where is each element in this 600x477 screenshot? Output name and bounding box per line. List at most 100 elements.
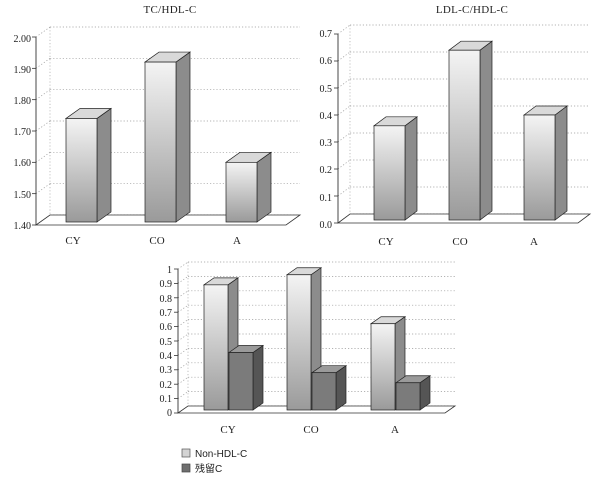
y-tick-label: 0.1 — [320, 193, 333, 204]
x-category-label: CO — [149, 235, 164, 247]
chart-tc-hdl: TC/HDL-C 1.40 1.50 1.60 1.70 1.80 1.90 2… — [14, 4, 302, 247]
bar-side-face — [404, 116, 418, 221]
chart-non-hdl-remnant: 0 0.1 0.2 0.3 0.4 0.5 0.6 0.7 0.8 0.9 1 … — [160, 261, 457, 475]
y-tick-label: 0.2 — [320, 165, 333, 176]
y-tick-label: 2.00 — [14, 34, 32, 45]
bar — [310, 365, 348, 411]
bar-side-face — [335, 365, 347, 411]
bar-front-face — [448, 49, 481, 221]
x-category-label: A — [233, 235, 241, 247]
chart-ldl-hdl: LDL-C/HDL-C 0.0 0.1 0.2 0.3 0.4 0.5 0.6 … — [320, 4, 592, 248]
y-tick-label: 0.3 — [320, 138, 333, 149]
chart-1-bars — [64, 51, 273, 223]
y-tick-label: 0.7 — [160, 308, 173, 319]
x-category-label: CY — [220, 424, 235, 436]
chart-3-bars — [202, 267, 432, 411]
legend-swatch-dark — [181, 463, 191, 473]
gridline-depth — [35, 58, 51, 69]
chart-1-y-axis: 1.40 1.50 1.60 1.70 1.80 1.90 2.00 — [14, 34, 37, 232]
bar — [143, 51, 192, 223]
y-tick-label: 0.6 — [320, 56, 333, 67]
x-category-label: CY — [378, 236, 393, 248]
gridline-depth — [337, 105, 351, 116]
gridline-depth — [177, 391, 189, 399]
bar-side-face — [175, 51, 191, 223]
bar — [369, 316, 407, 411]
y-tick-label: 0.5 — [320, 84, 333, 95]
bar-front-face — [373, 125, 406, 221]
gridline-depth — [177, 362, 189, 371]
legend-label: 残留C — [195, 462, 222, 475]
gridline-depth — [35, 26, 51, 38]
y-tick-label: 0.5 — [160, 337, 173, 348]
y-tick-label: 0.4 — [320, 111, 333, 122]
x-category-label: CY — [65, 235, 80, 247]
chart-1-title: TC/HDL-C — [143, 4, 196, 16]
y-tick-label: 1 — [167, 265, 172, 276]
y-tick-label: 0.4 — [160, 351, 173, 362]
bar — [394, 375, 432, 411]
chart-2-y-axis: 0.0 0.1 0.2 0.3 0.4 0.5 0.6 0.7 — [320, 29, 339, 231]
y-tick-label: 0 — [167, 408, 172, 419]
bar — [224, 151, 273, 223]
gridline-depth — [337, 24, 351, 35]
y-tick-label: 1.40 — [14, 221, 32, 232]
legend-item-non-hdl: Non-HDL-C — [181, 448, 247, 460]
gridline-depth — [337, 132, 351, 143]
bar-front-face — [225, 161, 258, 223]
gridline-depth — [35, 89, 51, 100]
x-category-label: CO — [452, 236, 467, 248]
y-tick-label: 0.6 — [160, 322, 173, 333]
bar-front-face — [65, 118, 98, 223]
gridline-depth — [337, 78, 351, 89]
gridline-depth — [177, 261, 189, 270]
x-category-label: CO — [303, 424, 318, 436]
bar-side-face — [479, 40, 493, 221]
bar-front-face — [203, 284, 229, 411]
y-tick-label: 1.60 — [14, 158, 32, 169]
legend-swatch-light — [181, 448, 191, 458]
legend: Non-HDL-C 残留C — [181, 448, 247, 475]
bar-side-face — [256, 151, 272, 223]
gridline-depth — [177, 376, 189, 385]
bar — [447, 40, 494, 221]
bar-front-face — [395, 382, 421, 411]
y-tick-label: 1.90 — [14, 65, 32, 76]
bar — [372, 116, 419, 221]
bar-side-face — [554, 105, 568, 221]
gridline-depth — [177, 304, 189, 313]
legend-item-remnant: 残留C — [181, 462, 222, 475]
y-tick-label: 0.0 — [320, 220, 333, 231]
chart-3-y-axis: 0 0.1 0.2 0.3 0.4 0.5 0.6 0.7 0.8 0.9 1 — [160, 265, 179, 419]
bar-front-face — [370, 323, 396, 411]
gridline-depth — [177, 348, 189, 356]
legend-label: Non-HDL-C — [195, 449, 247, 460]
y-tick-label: 0.3 — [160, 365, 173, 376]
y-tick-label: 0.9 — [160, 279, 173, 290]
bar-front-face — [228, 352, 254, 411]
gridline-depth — [177, 290, 189, 299]
bar-front-face — [286, 274, 312, 411]
bar — [227, 344, 265, 411]
gridline-depth — [35, 152, 51, 163]
gridline-depth — [177, 276, 189, 284]
y-tick-label: 1.50 — [14, 190, 32, 201]
bar-side-face — [96, 107, 112, 223]
bar — [64, 107, 113, 223]
gridline-depth — [35, 120, 51, 132]
gridline-depth — [337, 51, 351, 62]
y-tick-label: 1.70 — [14, 127, 32, 138]
x-category-label: A — [530, 236, 538, 248]
bar-front-face — [311, 372, 337, 411]
bar-front-face — [144, 61, 177, 223]
gridline-depth — [177, 319, 189, 327]
y-tick-label: 0.2 — [160, 380, 173, 391]
x-category-label: A — [391, 424, 399, 436]
bar-side-face — [252, 344, 264, 411]
y-tick-label: 0.8 — [160, 294, 173, 305]
bar — [522, 105, 569, 221]
bar-front-face — [523, 114, 556, 221]
gridline-depth — [337, 159, 351, 170]
y-tick-label: 1.80 — [14, 96, 32, 107]
